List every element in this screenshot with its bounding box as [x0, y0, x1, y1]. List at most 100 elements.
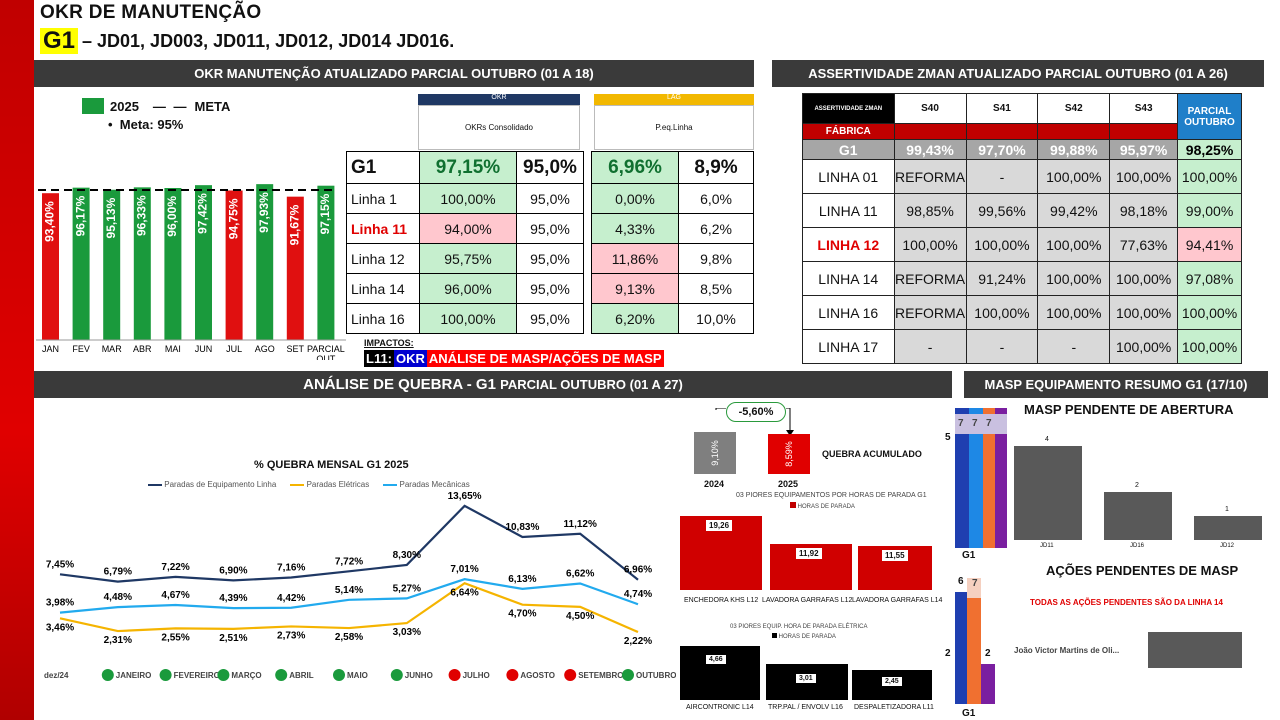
asst-fabrica: FÁBRICA	[802, 123, 895, 140]
okr-bar-label: 91,67%	[287, 204, 301, 245]
stack1-label-b: 7	[958, 418, 964, 429]
asst-fabrica-row: FÁBRICA	[802, 123, 1242, 140]
cell-meta: 95,0%	[516, 273, 584, 304]
x-status-dot	[564, 669, 577, 681]
abertura-val-1: 2	[1135, 482, 1139, 489]
x-label: ABRIL	[289, 671, 314, 680]
piores-val-0: 19,26	[706, 520, 733, 531]
asst-col: S42	[1037, 93, 1111, 124]
lag-tag: LAG	[594, 94, 754, 105]
cell-val: 100,00%	[965, 227, 1039, 262]
cell-val: 98,85%	[893, 193, 967, 228]
okr-row: Linha 1 100,00% 95,0% 0,00% 6,0%	[346, 183, 754, 214]
x-label: JUNHO	[405, 671, 433, 680]
okr-bar	[195, 185, 212, 340]
cell-lagmeta: 8,9%	[678, 151, 754, 184]
cell-val: 91,24%	[965, 261, 1039, 296]
series-ele-label: 6,64%	[450, 587, 478, 598]
acoes-person: João Victor Martins de Oli...	[1014, 646, 1120, 655]
cell-okr: 100,00%	[418, 183, 518, 214]
abertura-val-2: 1	[1225, 506, 1229, 513]
cell-val: -	[1037, 329, 1111, 364]
x-status-dot	[448, 669, 461, 681]
series-equip-line	[59, 504, 639, 583]
asst-row: LINHA 01 REFORMA - 100,00% 100,00% 100,0…	[802, 159, 1242, 194]
quebra-header-b: PARCIAL OUTUBRO (01 A 27)	[500, 377, 683, 392]
series-mec-label: 4,48%	[104, 592, 132, 603]
acc-diff-badge: -5,60%	[726, 402, 786, 422]
okr-month-label: FEV	[72, 344, 90, 354]
asst-row: LINHA 14 REFORMA 91,24% 100,00% 100,00% …	[802, 261, 1242, 296]
cell-name: LINHA 17	[802, 329, 895, 364]
cell-lagmeta: 10,0%	[678, 303, 754, 334]
x-status-dot	[101, 669, 114, 681]
cell-lagmeta: 8,5%	[678, 273, 754, 304]
assertividade-table: ASSERTIVIDADE ZMAN S40 S41 S42 S43 PARCI…	[802, 93, 1242, 364]
cell-lagmeta: 6,2%	[678, 213, 754, 244]
series-equip-label: 10,83%	[505, 522, 539, 533]
cell-val: 98,18%	[1109, 193, 1179, 228]
asst-row: LINHA 17 - - - 100,00% 100,00%	[802, 329, 1242, 364]
okr-bar	[286, 196, 304, 340]
okr-legend: 2025 — — META	[82, 98, 230, 114]
okr-month-label: PARCIAL	[307, 344, 345, 354]
cell-okr: 97,15%	[418, 151, 518, 184]
series-equip-label: 6,96%	[624, 565, 652, 576]
cell-val: 100,00%	[965, 295, 1039, 330]
series-mec-line	[59, 578, 639, 614]
okr-bar	[317, 185, 335, 340]
stack2-col-a	[955, 592, 967, 704]
okr-bar-chart: 93,40% JAN 96,17% FEV 95,13% MAR 96,33% ABR 96,0…	[36, 184, 346, 360]
cell-name: LINHA 01	[802, 159, 895, 194]
okr-row: Linha 14 96,00% 95,0% 9,13% 8,5%	[346, 273, 754, 304]
okr-bar	[133, 187, 151, 340]
piores-val-2: 11,55	[882, 550, 908, 561]
series-equip-label: 7,72%	[335, 556, 363, 567]
quebra-line-chart: 7,45% 6,79% 7,22% 6,90% 7,16% 7,72% 8,30% 13,65…	[44, 492, 676, 681]
okr-bar	[256, 184, 274, 340]
series-ele-label: 2,73%	[277, 630, 305, 641]
series-ele-line	[59, 582, 639, 634]
acc-label: QUEBRA ACUMULADO	[822, 449, 922, 459]
cell-val: 100,00%	[1109, 261, 1179, 296]
acoes-bar	[1148, 632, 1242, 668]
l11-tag: L11:	[364, 350, 395, 367]
stack1-label-a: 5	[945, 432, 951, 443]
quebra-legend: Paradas de Equipamento Linha Paradas Elé…	[148, 480, 470, 489]
stack2-col-b	[967, 592, 981, 704]
cell-val: 100,00%	[1109, 329, 1179, 364]
series-mec-label: 7,01%	[450, 564, 478, 575]
legend-meta-dash: — —	[152, 98, 189, 114]
okr-panel-header: OKR MANUTENÇÃO ATUALIZADO PARCIAL OUTUBR…	[34, 60, 754, 87]
cell-name: LINHA 14	[802, 261, 895, 296]
piores-title: 03 PIORES EQUIPAMENTOS POR HORAS DE PARA…	[736, 492, 927, 499]
acc-bar-2024: 9,10%	[694, 432, 736, 474]
cell-lagmeta: 6,0%	[678, 183, 754, 214]
piores-label-1: LAVADORA GARRAFAS L12	[762, 597, 853, 604]
masp-header: MASP EQUIPAMENTO RESUMO G1 (17/10)	[964, 371, 1268, 398]
okr-bar-label: 93,40%	[43, 201, 57, 242]
okr-impact-tag: OKR	[394, 350, 427, 367]
okr-bar-label: 97,42%	[196, 193, 210, 234]
series-equip-label: 7,22%	[161, 562, 189, 573]
cell-meta: 95,0%	[516, 243, 584, 274]
cell-parcial: 100,00%	[1177, 295, 1242, 330]
abertura-bar-1	[1104, 492, 1172, 540]
piores-val-1: 11,92	[796, 548, 822, 559]
series-mec-label: 3,98%	[46, 598, 74, 609]
okr-subheader: OKRs Consolidado	[418, 105, 580, 150]
series-ele-label: 2,51%	[219, 633, 247, 644]
okr-month-label: AGO	[255, 344, 275, 354]
cell-val: 100,00%	[893, 227, 967, 262]
legend-meta: META	[194, 98, 231, 114]
quebra-header: ANÁLISE DE QUEBRA - G1 PARCIAL OUTUBRO (…	[34, 371, 952, 398]
abertura-label-1: JD16	[1130, 543, 1145, 549]
cell-lagmeta: 9,8%	[678, 243, 754, 274]
cell-parcial: 100,00%	[1177, 159, 1242, 194]
asst-col: S40	[893, 93, 967, 124]
quebra-chart-title: % QUEBRA MENSAL G1 2025	[254, 459, 409, 471]
okr-bar-label: 97,93%	[257, 192, 271, 233]
series-mec-label: 5,27%	[393, 583, 421, 594]
okr-month-label: MAR	[102, 344, 123, 354]
cell-lag: 9,13%	[590, 273, 680, 304]
